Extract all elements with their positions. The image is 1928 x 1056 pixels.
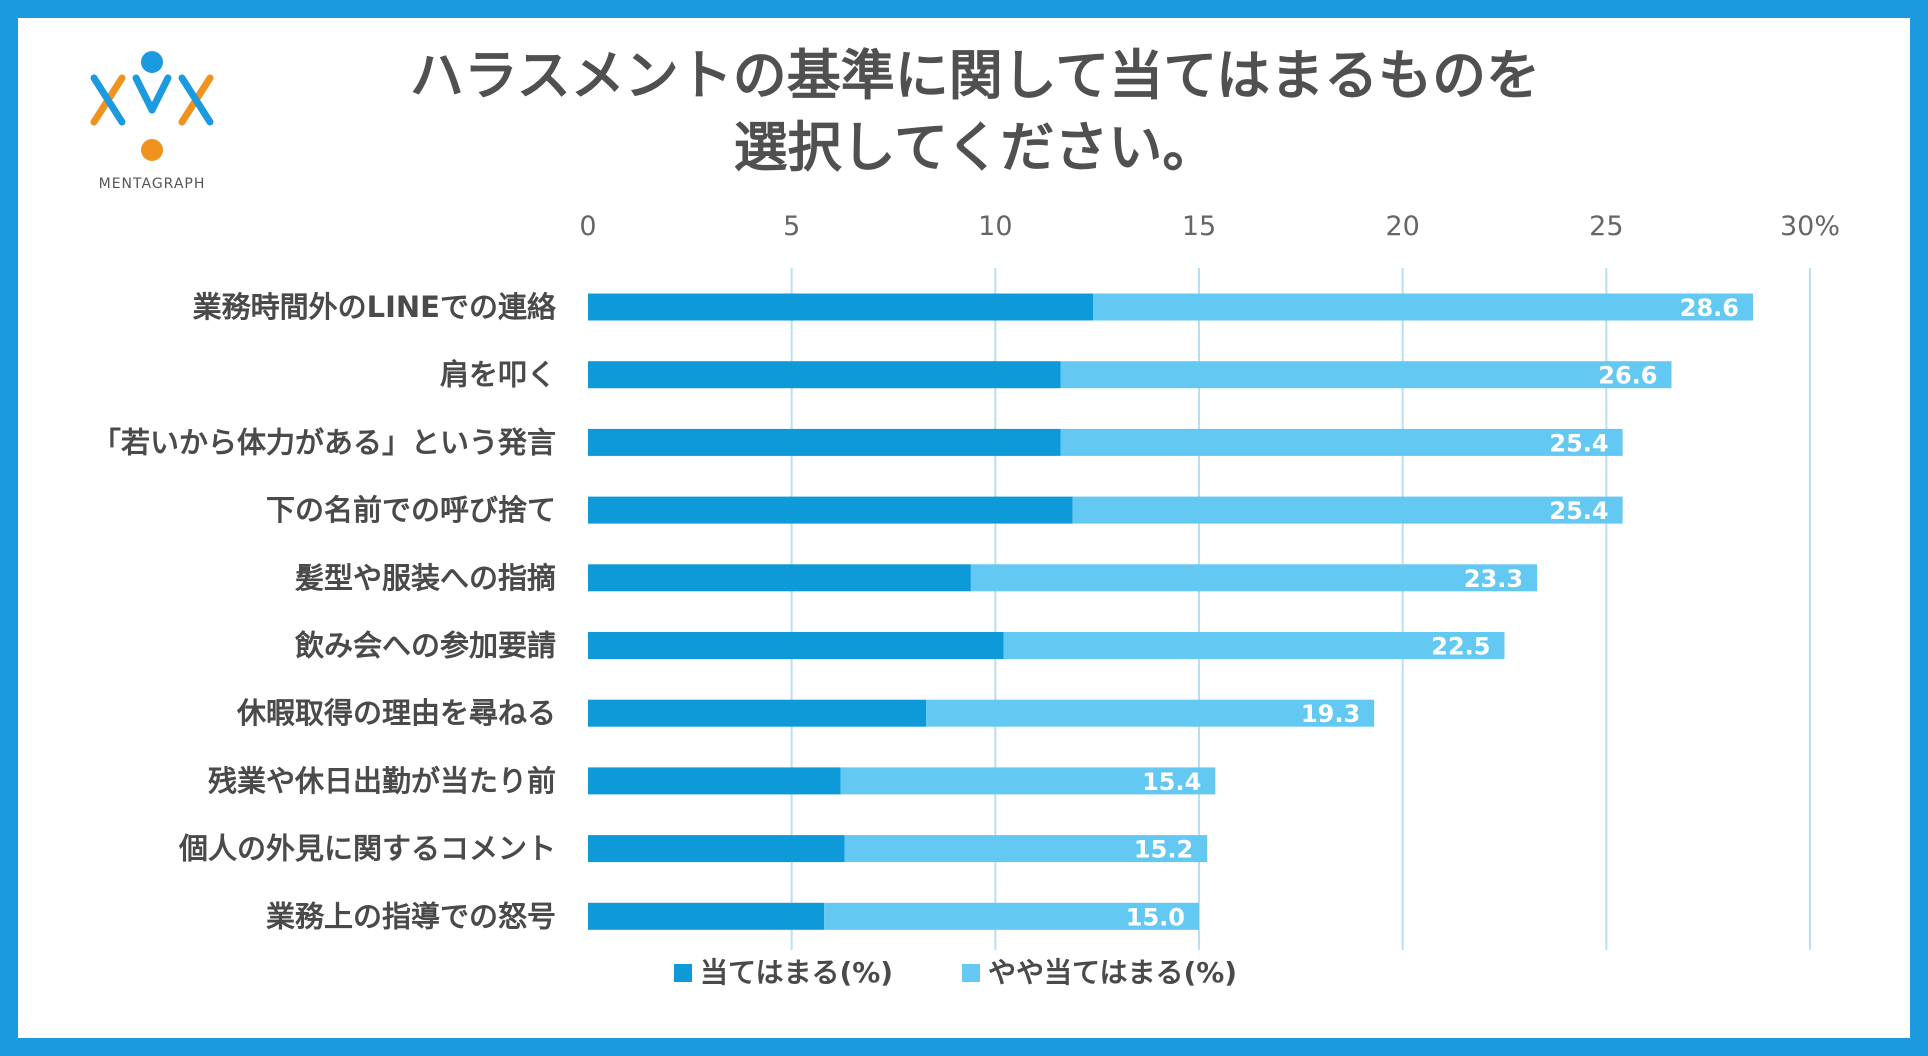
bar-total-label: 26.6: [1598, 362, 1657, 390]
mentagraph-logo: MENTAGRAPH: [86, 48, 218, 198]
category-label: 「若いから体力がある」という発言: [92, 425, 556, 459]
bar-total-label: 15.4: [1142, 768, 1201, 796]
bar-total-label: 15.0: [1126, 903, 1185, 931]
legend-swatch: [674, 964, 692, 982]
mentagraph-logo-mark: [90, 51, 214, 161]
bar-total-label: 25.4: [1549, 497, 1608, 525]
bar-segment-atehamaru: [588, 902, 825, 930]
x-tick-label: 25: [1589, 211, 1623, 242]
category-labels: 業務時間外のLINEでの連絡肩を叩く「若いから体力がある」という発言下の名前での…: [92, 290, 557, 933]
category-label: 休暇取得の理由を尋ねる: [236, 696, 556, 730]
category-label: 残業や休日出勤が当たり前: [208, 764, 556, 798]
bar-segment-atehamaru: [588, 564, 971, 592]
bar-segment-atehamaru: [588, 496, 1073, 524]
bar-total-label: 22.5: [1431, 633, 1490, 661]
bar-segment-atehamaru: [588, 699, 927, 727]
bar-segment-yaya-atehamaru: [1003, 632, 1505, 659]
bar-segment-atehamaru: [588, 361, 1061, 389]
bar-segment-yaya-atehamaru: [840, 767, 1216, 795]
bars: 28.6 26.6 25.4 25.4 23.3 22.5 19.3 15.4 15.2 15.0: [588, 293, 1753, 931]
bar-segment-yaya-atehamaru: [844, 835, 1208, 863]
x-tick-label: 15: [1182, 211, 1216, 242]
bar-segment-atehamaru: [588, 835, 845, 863]
category-label: 個人の外見に関するコメント: [178, 832, 556, 866]
legend-swatch: [962, 964, 980, 982]
category-label: 髪型や服装への指摘: [294, 561, 556, 595]
category-label: 下の名前での呼び捨て: [266, 493, 556, 527]
bar-segment-yaya-atehamaru: [970, 564, 1538, 592]
x-axis-ticks: 0 5 10 15 20 25 30%: [579, 211, 1840, 242]
bar-segment-atehamaru: [588, 767, 841, 795]
x-tick-label: 10: [978, 211, 1012, 242]
bar-total-label: 23.3: [1464, 565, 1523, 593]
bar-segment-atehamaru: [588, 293, 1094, 321]
bar-segment-yaya-atehamaru: [1072, 496, 1623, 524]
bar-segment-yaya-atehamaru: [1060, 428, 1623, 456]
bar-total-label: 28.6: [1680, 294, 1739, 322]
legend: 当てはまる(%) やや当てはまる(%): [674, 956, 1237, 989]
bar-total-label: 25.4: [1549, 429, 1608, 457]
chart-title-line-2: 選択してください。: [733, 116, 1217, 179]
bar-total-label: 15.2: [1134, 836, 1193, 864]
bar-segment-atehamaru: [588, 632, 1004, 659]
legend-label: 当てはまる(%): [700, 956, 893, 989]
category-label: 業務時間外のLINEでの連絡: [193, 290, 557, 324]
bar-segment-yaya-atehamaru: [824, 902, 1199, 930]
x-tick-label: 0: [579, 211, 596, 242]
x-tick-label: 30%: [1780, 211, 1840, 242]
bar-total-label: 19.3: [1301, 700, 1360, 728]
bar-segment-atehamaru: [588, 428, 1061, 456]
legend-label: やや当てはまる(%): [988, 956, 1237, 989]
category-label: 業務上の指導での怒号: [266, 899, 556, 933]
x-tick-label: 20: [1385, 211, 1419, 242]
x-tick-label: 5: [783, 211, 800, 242]
bar-segment-yaya-atehamaru: [926, 699, 1375, 727]
bar-segment-yaya-atehamaru: [1093, 293, 1753, 321]
chart-title-line-1: ハラスメントの基準に関して当てはまるものを: [409, 44, 1541, 107]
logo-text: MENTAGRAPH: [98, 176, 206, 192]
category-label: 肩を叩く: [440, 358, 556, 392]
bar-segment-yaya-atehamaru: [1060, 361, 1672, 389]
chart-title: ハラスメントの基準に関して当てはまるものを 選択してください。: [260, 40, 1690, 184]
category-label: 飲み会への参加要請: [295, 629, 556, 663]
